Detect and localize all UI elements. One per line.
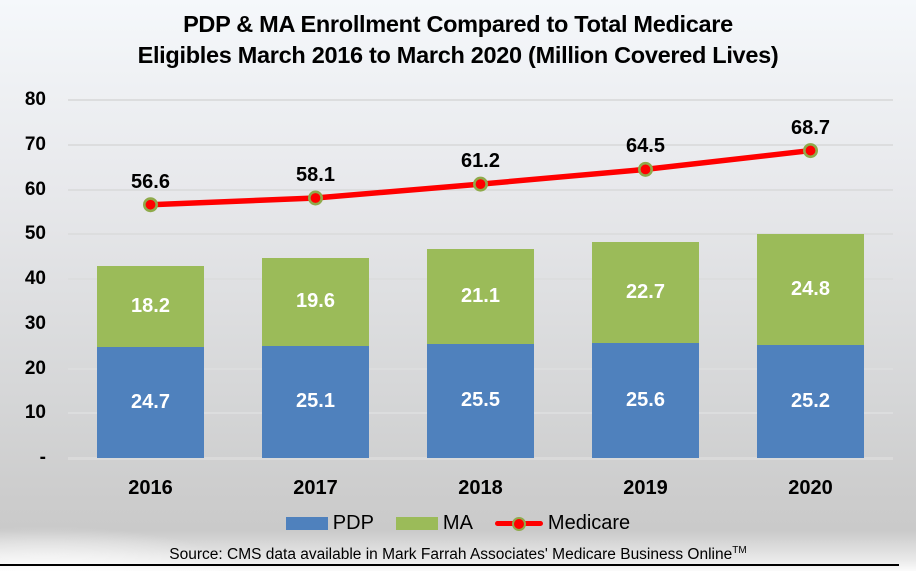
gridline [68, 143, 893, 146]
x-axis-category-label: 2017 [293, 477, 338, 499]
bar-ma-2016: 18.2 [97, 266, 204, 348]
chart-title-line-2: Eligibles March 2016 to March 2020 (Mill… [137, 42, 779, 68]
bar-ma-2018: 21.1 [427, 249, 534, 344]
legend-item-pdp: PDP [285, 512, 374, 535]
medicare-value-label: 58.1 [296, 164, 335, 186]
medicare-value-label: 68.7 [791, 116, 830, 139]
bar-value-label-pdp: 25.6 [626, 389, 665, 412]
bar-value-label-ma: 21.1 [461, 285, 500, 308]
x-axis-category-label: 2020 [788, 477, 833, 499]
bar-value-label-pdp: 25.1 [296, 390, 335, 413]
legend-label-medicare: Medicare [547, 512, 631, 534]
bar-pdp-2018: 25.5 [427, 343, 534, 458]
bar-value-label-ma: 18.2 [131, 295, 170, 318]
y-axis-tick-label: 80 [24, 89, 46, 110]
medicare-line-swatch [494, 516, 543, 531]
legend: PDP MA Medicare [0, 512, 916, 535]
y-axis-tick-label: 70 [24, 133, 46, 155]
medicare-marker-swatch [511, 516, 526, 531]
bar-value-label-pdp: 24.7 [131, 391, 170, 414]
bar-value-label-ma: 22.7 [626, 281, 665, 304]
medicare-value-label: 64.5 [626, 135, 665, 158]
source-note: Source: CMS data available in Mark Farra… [0, 541, 916, 565]
x-axis-category-label: 2019 [623, 477, 668, 499]
bar-pdp-2020: 25.2 [757, 345, 864, 458]
chart-title: PDP & MA Enrollment Compared to Total Me… [0, 9, 916, 71]
pdp-swatch [285, 517, 328, 530]
y-axis-tick-label: - [39, 447, 46, 468]
bar-ma-2019: 22.7 [592, 241, 699, 344]
source-text: Source: CMS data available in Mark Farra… [169, 546, 733, 564]
bar-ma-2017: 19.6 [262, 257, 369, 346]
medicare-value-label: 61.2 [461, 150, 500, 173]
bar-ma-2020: 24.8 [757, 234, 864, 346]
y-axis-tick-label: 50 [24, 223, 46, 245]
bar-value-label-ma: 24.8 [791, 278, 830, 301]
x-axis-category-label: 2016 [128, 477, 173, 499]
gridline [68, 457, 893, 460]
bar-value-label-ma: 19.6 [296, 290, 335, 313]
gridline [68, 99, 893, 101]
ma-swatch [395, 517, 438, 530]
x-axis-category-label: 2018 [458, 477, 503, 499]
medicare-value-label: 56.6 [131, 170, 170, 193]
legend-item-medicare: Medicare [494, 512, 631, 535]
trademark-symbol: TM [732, 545, 747, 556]
bar-pdp-2016: 24.7 [97, 347, 204, 458]
y-axis-tick-label: 40 [24, 268, 46, 289]
bar-value-label-pdp: 25.5 [461, 389, 500, 412]
legend-label-ma: MA [442, 512, 473, 534]
legend-label-pdp: PDP [332, 512, 374, 534]
chart-title-line-1: PDP & MA Enrollment Compared to Total Me… [183, 11, 733, 37]
bar-value-label-pdp: 25.2 [791, 390, 830, 413]
y-axis-tick-label: 20 [24, 357, 46, 379]
y-axis-tick-label: 60 [24, 178, 46, 200]
y-axis-tick-label: 30 [24, 312, 46, 334]
y-axis-tick-label: 10 [24, 402, 46, 424]
bar-pdp-2019: 25.6 [592, 343, 699, 458]
bottom-divider [0, 564, 899, 566]
legend-item-ma: MA [395, 512, 473, 535]
gridline [68, 233, 893, 236]
bar-pdp-2017: 25.1 [262, 345, 369, 458]
